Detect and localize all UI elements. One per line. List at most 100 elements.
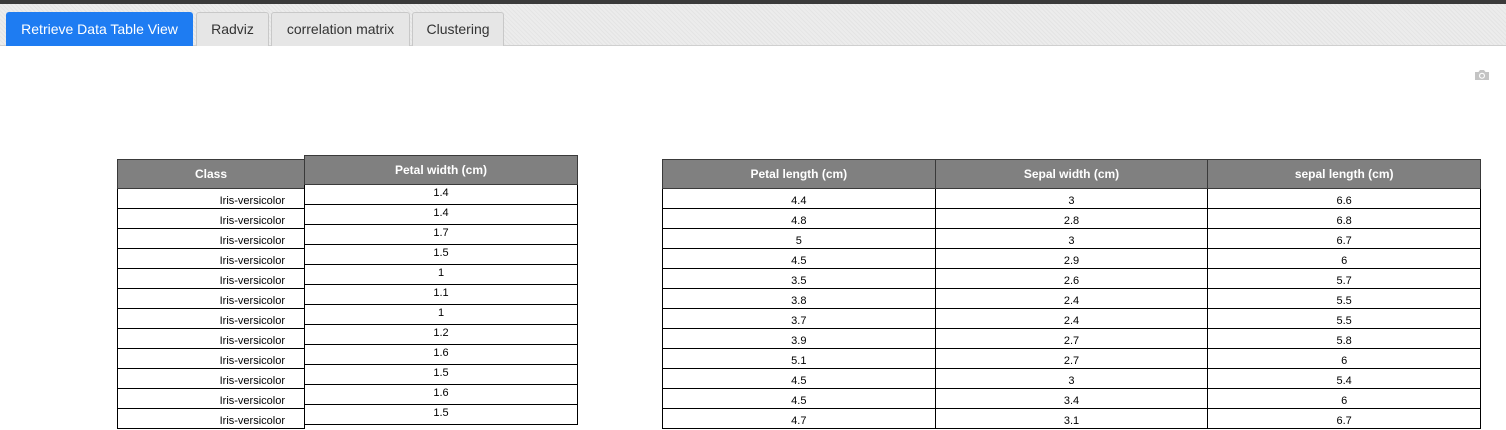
petal-width-cell: 1.1 (304, 284, 578, 305)
table-row: Iris-versicolor (117, 368, 305, 389)
table-row: 1.6 (304, 344, 578, 365)
table-row: 4.8 2.8 6.8 (662, 208, 1481, 229)
table-row: 1.7 (304, 224, 578, 245)
class-table: Class Iris-versicolor Iris-versicolor Iris… (117, 159, 305, 429)
table-row: 5.1 2.7 6 (662, 348, 1481, 369)
table-row: Iris-versicolor (117, 248, 305, 269)
table-row: 1.5 (304, 404, 578, 425)
table-row: Iris-versicolor (117, 328, 305, 349)
class-header[interactable]: Class (117, 159, 305, 189)
sepal-width-cell: 2.6 (934, 268, 1209, 289)
sepal-length-cell: 6.8 (1207, 208, 1481, 229)
sepal-width-cell: 3 (934, 368, 1209, 389)
table-row: 1.2 (304, 324, 578, 345)
petal-width-cell: 1.5 (304, 364, 578, 385)
table-row: 4.7 3.1 6.7 (662, 408, 1481, 429)
window-top-border (0, 0, 1506, 4)
petal-length-cell: 5.1 (662, 348, 936, 369)
sepal-length-cell: 6.7 (1207, 228, 1481, 249)
class-cell: Iris-versicolor (117, 268, 305, 289)
sepal-length-cell: 6 (1207, 248, 1481, 269)
sepal-length-cell: 5.4 (1207, 368, 1481, 389)
table-row: Iris-versicolor (117, 348, 305, 369)
petal-width-cell: 1.5 (304, 244, 578, 265)
sepal-width-cell: 3 (934, 188, 1209, 209)
table-row: 3.7 2.4 5.5 (662, 308, 1481, 329)
table-row: 3.9 2.7 5.8 (662, 328, 1481, 349)
sepal-width-cell: 2.7 (934, 328, 1209, 349)
tab-clustering[interactable]: Clustering (412, 12, 504, 46)
sepal-length-cell: 5.7 (1207, 268, 1481, 289)
table-row: Iris-versicolor (117, 208, 305, 229)
table-row: Iris-versicolor (117, 388, 305, 409)
class-cell: Iris-versicolor (117, 408, 305, 429)
petal-length-cell: 4.8 (662, 208, 936, 229)
sepal-length-cell: 6.7 (1207, 408, 1481, 429)
petal-width-header[interactable]: Petal width (cm) (304, 155, 578, 185)
petal-width-cell: 1.6 (304, 384, 578, 405)
table-row: Iris-versicolor (117, 308, 305, 329)
petal-width-cell: 1.4 (304, 204, 578, 225)
petal-length-cell: 5 (662, 228, 936, 249)
petal-width-cell: 1.4 (304, 184, 578, 205)
petal-width-cell: 1.7 (304, 224, 578, 245)
petal-width-cell: 1.5 (304, 404, 578, 425)
sepal-length-cell: 6 (1207, 348, 1481, 369)
table-row: 4.5 3 5.4 (662, 368, 1481, 389)
table-row: 5 3 6.7 (662, 228, 1481, 249)
sepal-width-cell: 2.9 (934, 248, 1209, 269)
petal-length-cell: 4.7 (662, 408, 936, 429)
petal-width-cell: 1 (304, 304, 578, 325)
tab-correlation-matrix[interactable]: correlation matrix (271, 12, 410, 46)
sepal-length-header[interactable]: sepal length (cm) (1207, 159, 1481, 189)
petal-length-cell: 4.4 (662, 188, 936, 209)
sepal-width-cell: 2.7 (934, 348, 1209, 369)
tab-retrieve-data-table-view[interactable]: Retrieve Data Table View (6, 12, 193, 46)
sepal-width-cell: 3.4 (934, 388, 1209, 409)
tab-radviz[interactable]: Radviz (196, 12, 269, 46)
sepal-width-cell: 3.1 (934, 408, 1209, 429)
table-row: Iris-versicolor (117, 408, 305, 429)
table-row: Iris-versicolor (117, 288, 305, 309)
class-cell: Iris-versicolor (117, 388, 305, 409)
table-row: 3.8 2.4 5.5 (662, 288, 1481, 309)
class-cell: Iris-versicolor (117, 248, 305, 269)
sepal-length-cell: 6.6 (1207, 188, 1481, 209)
sepal-width-cell: 2.8 (934, 208, 1209, 229)
class-cell: Iris-versicolor (117, 208, 305, 229)
petal-length-cell: 4.5 (662, 368, 936, 389)
sepal-length-cell: 6 (1207, 388, 1481, 409)
camera-icon[interactable] (1474, 69, 1490, 81)
class-cell: Iris-versicolor (117, 308, 305, 329)
petal-width-cell: 1.2 (304, 324, 578, 345)
table-row: Iris-versicolor (117, 268, 305, 289)
petal-length-cell: 3.5 (662, 268, 936, 289)
petal-length-cell: 4.5 (662, 388, 936, 409)
sepal-width-header[interactable]: Sepal width (cm) (934, 159, 1209, 189)
tab-bar: Retrieve Data Table View Radviz correlat… (0, 4, 1506, 46)
table-row: 1.4 (304, 204, 578, 225)
measurements-table: Petal length (cm) Sepal width (cm) sepal… (662, 159, 1481, 429)
table-row: 3.5 2.6 5.7 (662, 268, 1481, 289)
petal-length-header[interactable]: Petal length (cm) (662, 159, 936, 189)
table-row: 4.4 3 6.6 (662, 188, 1481, 209)
class-cell: Iris-versicolor (117, 228, 305, 249)
sepal-width-cell: 2.4 (934, 288, 1209, 309)
petal-width-table: Petal width (cm) 1.4 1.4 1.7 1.5 1 1.1 1 1.2 1.6… (304, 155, 578, 425)
petal-length-cell: 3.9 (662, 328, 936, 349)
petal-length-cell: 4.5 (662, 248, 936, 269)
table-row: 4.5 2.9 6 (662, 248, 1481, 269)
class-cell: Iris-versicolor (117, 188, 305, 209)
petal-length-cell: 3.7 (662, 308, 936, 329)
table-row: 1.6 (304, 384, 578, 405)
table-row: 1.5 (304, 364, 578, 385)
table-row: 4.5 3.4 6 (662, 388, 1481, 409)
sepal-width-cell: 2.4 (934, 308, 1209, 329)
table-row: Iris-versicolor (117, 188, 305, 209)
table-row: 1.5 (304, 244, 578, 265)
petal-width-cell: 1.6 (304, 344, 578, 365)
table-row: 1.4 (304, 184, 578, 205)
petal-length-cell: 3.8 (662, 288, 936, 309)
sepal-length-cell: 5.5 (1207, 308, 1481, 329)
table-row: 1 (304, 264, 578, 285)
